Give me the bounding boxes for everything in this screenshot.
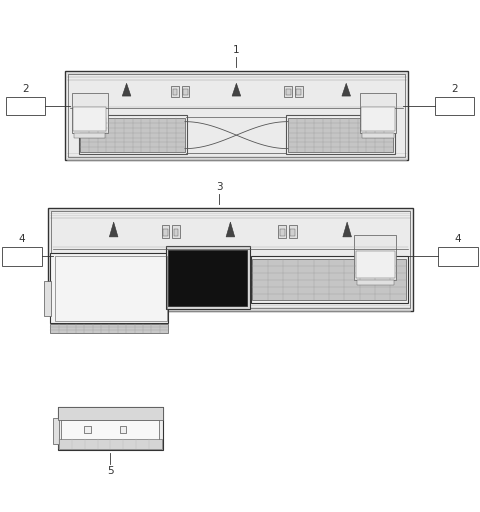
Bar <box>360 93 396 133</box>
Polygon shape <box>343 222 351 237</box>
Bar <box>167 246 250 309</box>
Bar <box>58 407 163 451</box>
Bar <box>290 228 295 236</box>
Bar <box>120 426 126 433</box>
Bar <box>53 418 59 444</box>
Bar <box>286 89 290 95</box>
Bar <box>356 251 395 279</box>
Bar <box>59 439 162 449</box>
Bar <box>61 420 159 440</box>
Bar <box>72 93 108 133</box>
Bar <box>80 118 185 152</box>
Bar <box>438 247 478 266</box>
Bar <box>183 89 188 95</box>
Text: 4: 4 <box>19 234 25 245</box>
Bar <box>68 74 405 157</box>
Bar <box>65 71 408 160</box>
Bar <box>79 115 187 154</box>
Text: 1: 1 <box>233 46 240 55</box>
Bar <box>174 228 179 236</box>
Bar <box>2 247 42 266</box>
Bar <box>168 250 247 306</box>
Bar <box>182 86 190 97</box>
Bar <box>251 256 408 303</box>
Polygon shape <box>109 222 118 237</box>
Bar <box>357 280 394 285</box>
Polygon shape <box>122 83 131 96</box>
Bar <box>362 133 394 138</box>
Bar <box>287 115 395 154</box>
Bar <box>296 89 301 95</box>
Bar <box>48 208 413 311</box>
Text: 2: 2 <box>22 84 29 94</box>
Bar <box>295 86 302 97</box>
Text: 2: 2 <box>451 84 458 94</box>
Bar <box>44 281 51 316</box>
Bar <box>435 97 474 115</box>
Bar <box>278 225 286 238</box>
Text: 5: 5 <box>107 466 114 476</box>
Bar <box>361 108 395 132</box>
Bar <box>354 235 396 280</box>
Polygon shape <box>232 83 240 96</box>
Text: 3: 3 <box>216 182 223 192</box>
Polygon shape <box>342 83 350 96</box>
Bar <box>280 228 285 236</box>
Bar <box>51 211 410 308</box>
Bar <box>288 118 393 152</box>
Bar <box>50 324 168 333</box>
Bar <box>74 133 105 138</box>
Bar <box>73 108 106 132</box>
Bar <box>84 426 91 433</box>
Bar <box>163 228 168 236</box>
Bar <box>55 255 167 322</box>
Text: 4: 4 <box>455 234 461 245</box>
Bar <box>289 225 297 238</box>
Bar <box>6 97 45 115</box>
Polygon shape <box>226 222 235 237</box>
Bar <box>173 89 178 95</box>
Bar <box>284 86 292 97</box>
Bar <box>171 86 179 97</box>
Bar <box>172 225 180 238</box>
Bar <box>58 407 163 420</box>
Bar <box>162 225 169 238</box>
Bar <box>252 259 406 301</box>
Bar <box>50 253 168 323</box>
